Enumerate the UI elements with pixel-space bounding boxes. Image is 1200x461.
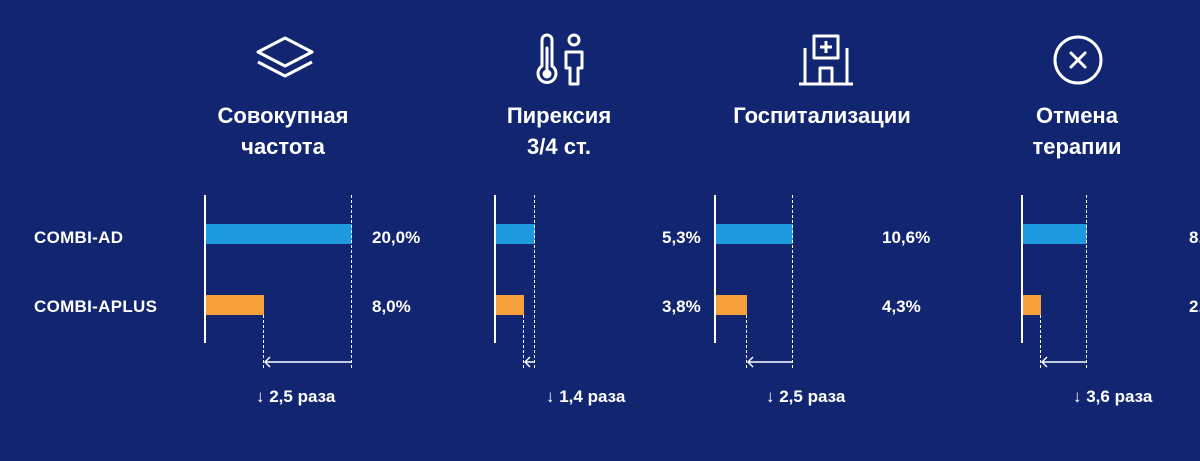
bar-combi-ad (496, 224, 535, 244)
group-title: Госпитализации (692, 100, 952, 131)
axis-line (1021, 195, 1023, 343)
reduction-ratio: ↓ 3,6 раза (1073, 387, 1153, 406)
bar-combi-ad (206, 224, 352, 244)
thermometer-person-icon (528, 32, 590, 93)
group-title: Пирексия 3/4 ст. (429, 100, 689, 162)
reference-dashed-line (1085, 195, 1087, 368)
series-label-combi-aplus: COMBI-APLUS (34, 297, 158, 316)
group-title-line: Пирексия (506, 103, 612, 128)
bar-combi-aplus (716, 295, 748, 315)
bar-combi-aplus (206, 295, 265, 315)
group-title-line: Совокупная (217, 103, 349, 128)
reference-dashed-line (522, 315, 524, 368)
bar-combi-aplus (1023, 295, 1041, 315)
reduction-ratio: ↓ 2,5 раза (766, 387, 846, 406)
value-label: 2,4 (1189, 297, 1200, 316)
group-title-line: Госпитализации (733, 103, 911, 128)
reduction-ratio: ↓ 2,5 раза (256, 387, 336, 406)
group-title-line: Отмена (1036, 103, 1118, 128)
series-label-combi-ad: COMBI-AD (34, 228, 124, 247)
reference-dashed-line (746, 315, 748, 368)
group-title-line: 3/4 ст. (527, 134, 591, 159)
reference-dashed-line (533, 195, 535, 368)
reference-dashed-line (1039, 315, 1041, 368)
value-label: 10,6% (882, 228, 931, 247)
value-label: 8,7 (1189, 228, 1200, 247)
group-title: Совокупная частота (153, 100, 413, 162)
group-title: Отмена терапии (947, 100, 1200, 162)
bar-combi-ad (1023, 224, 1087, 244)
reference-dashed-line (263, 315, 265, 368)
value-label: 20,0% (372, 228, 421, 247)
comparison-arrow (264, 355, 352, 368)
value-label: 3,8% (662, 297, 701, 316)
value-label: 8,0% (372, 297, 411, 316)
group-title-line: терапии (1032, 134, 1122, 159)
reference-dashed-line (351, 195, 352, 368)
layers-icon (254, 32, 316, 93)
comparison-arrow (523, 355, 535, 368)
bar-combi-aplus (496, 295, 524, 315)
axis-line (714, 195, 716, 343)
value-label: 4,3% (882, 297, 921, 316)
axis-line (204, 195, 206, 343)
cancel-icon (1050, 32, 1106, 93)
group-title-line: частота (241, 134, 325, 159)
hospital-icon (795, 32, 857, 93)
reduction-ratio: ↓ 1,4 раза (546, 387, 626, 406)
reference-dashed-line (792, 195, 794, 368)
comparison-arrow (747, 355, 794, 368)
axis-line (494, 195, 496, 343)
bar-combi-ad (716, 224, 794, 244)
comparison-arrow (1040, 355, 1087, 368)
value-label: 5,3% (662, 228, 701, 247)
